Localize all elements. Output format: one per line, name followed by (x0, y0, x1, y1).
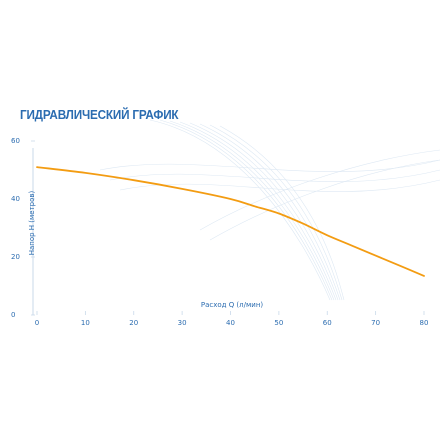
x-tick-label: 0 (35, 319, 39, 327)
x-tick-label: 50 (274, 319, 283, 327)
x-tick-label: 40 (226, 319, 235, 327)
y-axis-label: Напор H (метров) (28, 190, 36, 255)
x-axis-label: Расход Q (л/мин) (201, 301, 264, 309)
y-tick-label: 0 (11, 311, 15, 319)
x-tick-label: 60 (323, 319, 332, 327)
x-tick-label: 10 (81, 319, 90, 327)
y-tick-label: 20 (11, 253, 20, 261)
x-tick-label: 70 (371, 319, 380, 327)
x-tick-label: 30 (178, 319, 187, 327)
performance-curve (36, 166, 425, 277)
background-swoosh (99, 119, 440, 301)
chart-title: ГИДРАВЛИЧЕСКИЙ ГРАФИК (20, 107, 179, 122)
y-tick-label: 60 (11, 137, 20, 145)
x-tick-label: 80 (420, 319, 429, 327)
x-tick-label: 20 (129, 319, 138, 327)
y-tick-label: 40 (11, 195, 20, 203)
